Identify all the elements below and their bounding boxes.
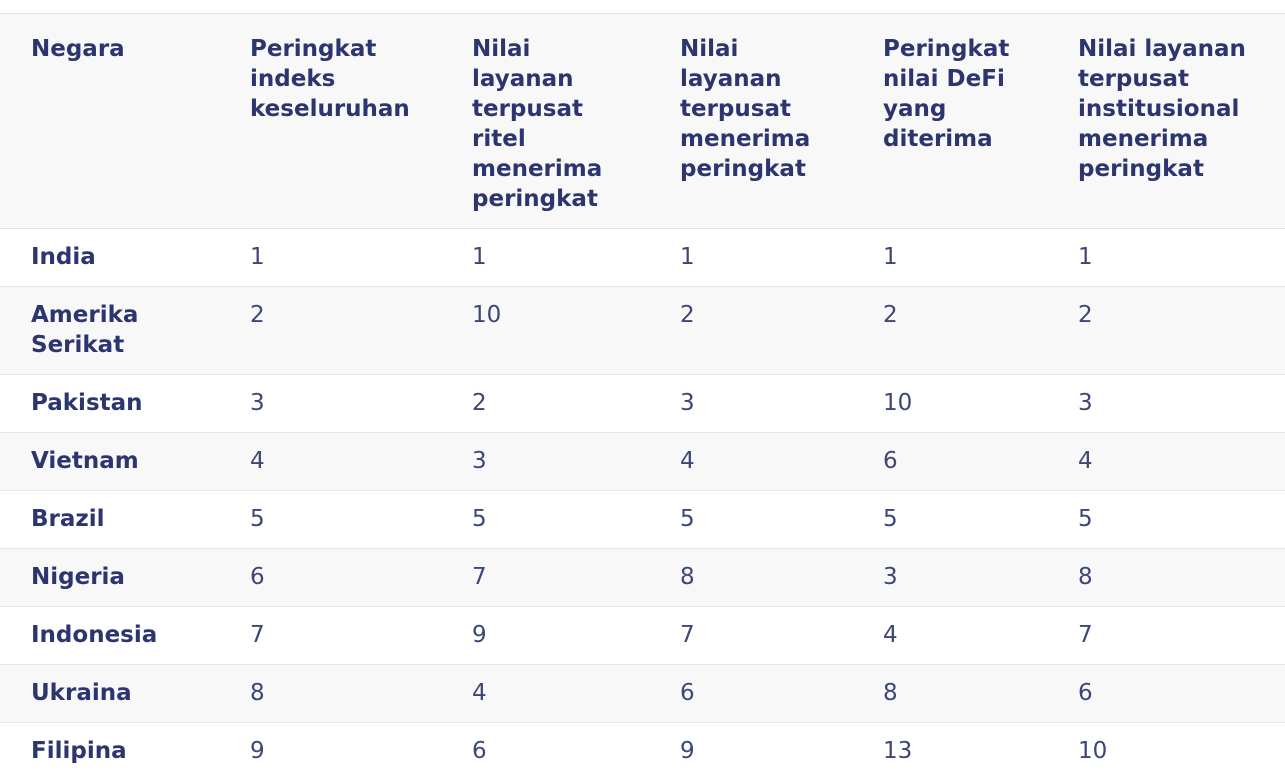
rank-cell: 9	[234, 723, 456, 780]
country-cell: Pakistan	[0, 375, 234, 433]
table-row-ukraina: Ukraina 8 4 6 8 6	[0, 665, 1285, 723]
page-top-margin	[0, 0, 1285, 13]
rank-cell: 10	[1062, 723, 1285, 780]
rank-cell: 6	[456, 723, 664, 780]
rank-cell: 13	[867, 723, 1062, 780]
rank-cell: 2	[664, 287, 867, 375]
rank-cell: 1	[1062, 229, 1285, 287]
crypto-adoption-ranking-table: Negara Peringkat indeks keseluruhan Nila…	[0, 13, 1285, 780]
header-row: Negara Peringkat indeks keseluruhan Nila…	[0, 14, 1285, 229]
table-row-filipina: Filipina 9 6 9 13 10	[0, 723, 1285, 780]
rank-cell: 6	[1062, 665, 1285, 723]
column-header-nilai-layanan-terpusat-institusional: Nilai layanan terpusat institusional men…	[1062, 14, 1285, 229]
rank-cell: 5	[867, 491, 1062, 549]
country-cell: Filipina	[0, 723, 234, 780]
table-row-indonesia: Indonesia 7 9 7 4 7	[0, 607, 1285, 665]
rank-cell: 6	[664, 665, 867, 723]
country-cell: Ukraina	[0, 665, 234, 723]
rank-cell: 3	[1062, 375, 1285, 433]
country-cell: India	[0, 229, 234, 287]
rank-cell: 1	[664, 229, 867, 287]
column-header-nilai-layanan-terpusat-ritel: Nilai layanan terpusat ritel menerima pe…	[456, 14, 664, 229]
country-cell: Amerika Serikat	[0, 287, 234, 375]
table-row-india: India 1 1 1 1 1	[0, 229, 1285, 287]
rank-cell: 9	[664, 723, 867, 780]
table-row-nigeria: Nigeria 6 7 8 3 8	[0, 549, 1285, 607]
rank-cell: 8	[867, 665, 1062, 723]
rank-cell: 2	[1062, 287, 1285, 375]
rank-cell: 5	[456, 491, 664, 549]
rank-cell: 3	[456, 433, 664, 491]
rank-cell: 10	[867, 375, 1062, 433]
rank-cell: 9	[456, 607, 664, 665]
rank-cell: 5	[234, 491, 456, 549]
country-cell: Nigeria	[0, 549, 234, 607]
rank-cell: 2	[456, 375, 664, 433]
rank-cell: 4	[867, 607, 1062, 665]
table-header: Negara Peringkat indeks keseluruhan Nila…	[0, 14, 1285, 229]
rank-cell: 5	[1062, 491, 1285, 549]
country-cell: Indonesia	[0, 607, 234, 665]
rank-cell: 3	[234, 375, 456, 433]
rank-cell: 8	[234, 665, 456, 723]
rank-cell: 5	[664, 491, 867, 549]
rank-cell: 4	[664, 433, 867, 491]
country-cell: Vietnam	[0, 433, 234, 491]
column-header-peringkat-indeks-keseluruhan: Peringkat indeks keseluruhan	[234, 14, 456, 229]
rank-cell: 7	[234, 607, 456, 665]
rank-cell: 3	[867, 549, 1062, 607]
rank-cell: 10	[456, 287, 664, 375]
rank-cell: 2	[234, 287, 456, 375]
rank-cell: 8	[664, 549, 867, 607]
table-row-amerika-serikat: Amerika Serikat 2 10 2 2 2	[0, 287, 1285, 375]
rank-cell: 8	[1062, 549, 1285, 607]
table-row-vietnam: Vietnam 4 3 4 6 4	[0, 433, 1285, 491]
rank-cell: 6	[234, 549, 456, 607]
rank-cell: 1	[234, 229, 456, 287]
rank-cell: 2	[867, 287, 1062, 375]
rank-cell: 1	[867, 229, 1062, 287]
column-header-nilai-layanan-terpusat: Nilai layanan terpusat menerima peringka…	[664, 14, 867, 229]
rank-cell: 1	[456, 229, 664, 287]
rank-cell: 4	[234, 433, 456, 491]
table-body: India 1 1 1 1 1 Amerika Serikat 2 10 2 2…	[0, 229, 1285, 780]
country-cell: Brazil	[0, 491, 234, 549]
column-header-negara: Negara	[0, 14, 234, 229]
table-row-pakistan: Pakistan 3 2 3 10 3	[0, 375, 1285, 433]
table-row-brazil: Brazil 5 5 5 5 5	[0, 491, 1285, 549]
rank-cell: 7	[664, 607, 867, 665]
rank-cell: 7	[1062, 607, 1285, 665]
rank-cell: 6	[867, 433, 1062, 491]
rank-cell: 4	[456, 665, 664, 723]
column-header-peringkat-nilai-defi: Peringkat nilai DeFi yang diterima	[867, 14, 1062, 229]
rank-cell: 3	[664, 375, 867, 433]
rank-cell: 4	[1062, 433, 1285, 491]
rank-cell: 7	[456, 549, 664, 607]
